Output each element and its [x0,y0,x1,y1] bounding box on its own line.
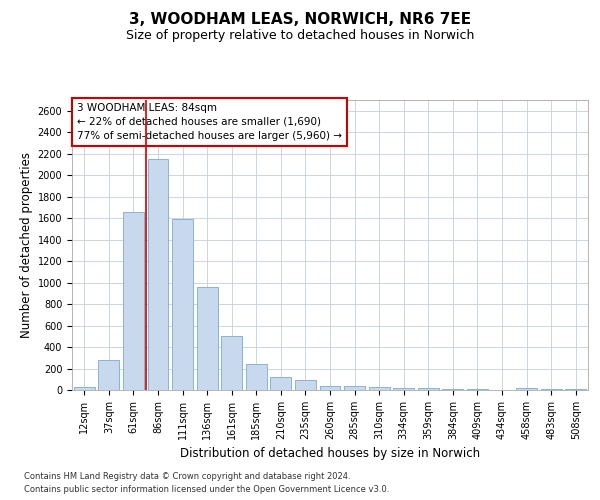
Bar [74,388,95,390]
Bar [197,287,218,390]
Bar [221,336,242,390]
Bar [246,364,267,390]
Bar [418,388,439,390]
Text: Distribution of detached houses by size in Norwich: Distribution of detached houses by size … [180,448,480,460]
Bar [368,388,389,390]
Text: 3 WOODHAM LEAS: 84sqm
← 22% of detached houses are smaller (1,690)
77% of semi-d: 3 WOODHAM LEAS: 84sqm ← 22% of detached … [77,103,342,141]
Text: Size of property relative to detached houses in Norwich: Size of property relative to detached ho… [126,29,474,42]
Bar [98,360,119,390]
Bar [295,380,316,390]
Bar [320,386,340,390]
Bar [393,388,414,390]
Text: Contains HM Land Registry data © Crown copyright and database right 2024.: Contains HM Land Registry data © Crown c… [24,472,350,481]
Bar [148,159,169,390]
Bar [442,389,463,390]
Bar [172,219,193,390]
Bar [271,377,292,390]
Bar [344,386,365,390]
Bar [123,212,144,390]
Bar [516,388,537,390]
Text: Contains public sector information licensed under the Open Government Licence v3: Contains public sector information licen… [24,485,389,494]
Text: 3, WOODHAM LEAS, NORWICH, NR6 7EE: 3, WOODHAM LEAS, NORWICH, NR6 7EE [129,12,471,28]
Y-axis label: Number of detached properties: Number of detached properties [20,152,34,338]
